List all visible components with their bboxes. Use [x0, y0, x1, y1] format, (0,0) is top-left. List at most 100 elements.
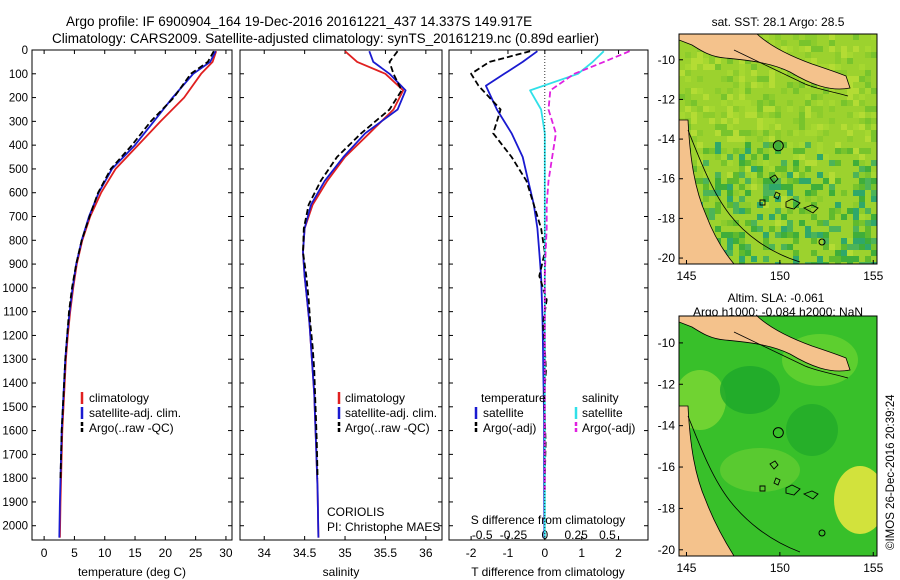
sla-anomaly-low: [720, 366, 780, 414]
sst-cell: [775, 34, 781, 40]
sst-cell: [745, 82, 751, 88]
sla-map-title: Altim. SLA: -0.061: [728, 291, 825, 305]
salinity-legend: climatology satellite-adj. clim. Argo(..…: [337, 391, 437, 435]
sst-cell: [817, 256, 823, 262]
sst-cell: [781, 166, 787, 172]
sst-cell: [763, 118, 769, 124]
x2-tick-label: -0.5: [472, 528, 493, 542]
sst-cell: [823, 238, 829, 244]
sst-cell: [829, 214, 835, 220]
sst-cell: [781, 172, 787, 178]
series-line-satellite-adj-clim-: [302, 50, 407, 538]
sst-cell: [793, 178, 799, 184]
x2-tick-label: -0.25: [500, 528, 528, 542]
sst-cell: [751, 160, 757, 166]
pi-label: PI: Christophe MAES: [327, 520, 440, 534]
sst-cell: [859, 220, 865, 226]
depth-tick-label: 800: [9, 235, 28, 247]
sst-cell: [745, 112, 751, 118]
series-line-climatology: [59, 50, 218, 538]
sst-cell: [853, 256, 859, 262]
sst-cell: [769, 214, 775, 220]
sst-cell: [763, 232, 769, 238]
sst-cell: [817, 124, 823, 130]
sst-cell: [805, 142, 811, 148]
map-x-tick-label: 145: [676, 561, 696, 575]
sst-cell: [859, 166, 865, 172]
sst-cell: [715, 226, 721, 232]
sst-cell: [817, 232, 823, 238]
sst-cell: [715, 190, 721, 196]
sst-cell: [739, 100, 745, 106]
sst-cell: [847, 256, 853, 262]
sst-cell: [787, 130, 793, 136]
sst-cell: [739, 256, 745, 262]
map-y-tick-label: -18: [658, 211, 676, 225]
sst-cell: [853, 244, 859, 250]
sst-cell: [793, 118, 799, 124]
series-line-argo-raw-qc-: [59, 50, 215, 479]
map-y-tick-label: -14: [658, 132, 676, 146]
sst-cell: [727, 130, 733, 136]
sst-cell: [751, 130, 757, 136]
sst-cell: [871, 184, 877, 190]
sst-cell: [805, 130, 811, 136]
sst-cell: [751, 166, 757, 172]
sst-cell: [805, 40, 811, 46]
sst-cell: [859, 124, 865, 130]
sst-cell: [847, 148, 853, 154]
sst-cell: [859, 76, 865, 82]
sst-cell: [811, 250, 817, 256]
sst-cell: [817, 220, 823, 226]
sst-cell: [739, 208, 745, 214]
sst-cell: [859, 160, 865, 166]
sst-cell: [847, 58, 853, 64]
legend-label-s-satellite: satellite: [582, 406, 623, 420]
sst-cell: [853, 232, 859, 238]
sst-cell: [697, 178, 703, 184]
x-tick-label: 2: [615, 546, 622, 560]
sst-cell: [799, 82, 805, 88]
sst-cell: [847, 262, 853, 264]
sst-cell: [859, 88, 865, 94]
sst-cell: [871, 238, 877, 244]
sst-cell: [739, 70, 745, 76]
sst-cell: [733, 238, 739, 244]
sst-cell: [799, 106, 805, 112]
sst-cell: [727, 178, 733, 184]
sst-cell: [811, 262, 817, 264]
sst-cell: [859, 148, 865, 154]
sst-cell: [847, 52, 853, 58]
sst-map: [679, 34, 877, 264]
sst-cell: [859, 100, 865, 106]
sst-cell: [703, 190, 709, 196]
sst-cell: [739, 184, 745, 190]
difference-x2label: S difference from climatology: [471, 513, 626, 527]
sst-cell: [727, 238, 733, 244]
sst-cell: [703, 160, 709, 166]
sst-cell: [739, 232, 745, 238]
series-line-argo-raw-qc-: [302, 50, 403, 479]
sst-cell: [811, 160, 817, 166]
sst-cell: [811, 184, 817, 190]
temperature-legend: climatology satellite-adj. clim. Argo(..…: [80, 391, 181, 435]
sst-cell: [769, 70, 775, 76]
sst-cell: [697, 142, 703, 148]
depth-axis-ticks: 0 100 200 300 400 500 600 700 800 900 1000 1100 1200…: [2, 45, 648, 533]
sst-cell: [733, 100, 739, 106]
sst-cell: [829, 172, 835, 178]
sst-cell: [757, 148, 763, 154]
sst-cell: [859, 118, 865, 124]
sst-map-title: sat. SST: 28.1 Argo: 28.5: [712, 15, 845, 29]
sst-cell: [739, 82, 745, 88]
sst-cell: [691, 64, 697, 70]
sst-cell: [769, 40, 775, 46]
sst-cell: [787, 232, 793, 238]
sst-cell: [691, 100, 697, 106]
sst-cell: [823, 262, 829, 264]
depth-tick-label: 600: [9, 188, 28, 200]
sst-cell: [751, 64, 757, 70]
sst-cell: [793, 82, 799, 88]
sst-cell: [697, 154, 703, 160]
sst-cell: [859, 262, 865, 264]
